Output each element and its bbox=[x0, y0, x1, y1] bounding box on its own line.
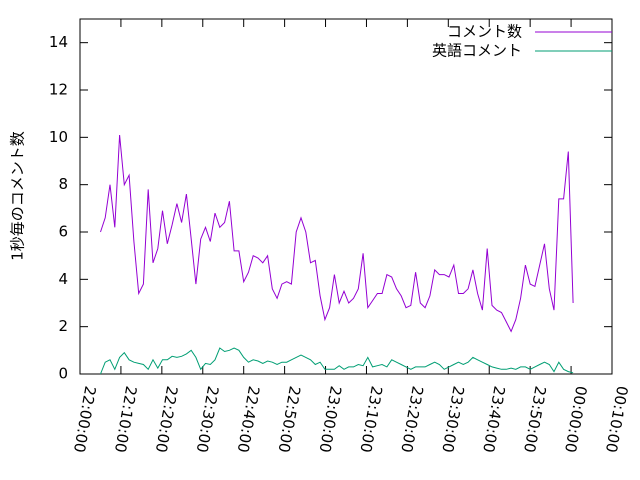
legend-label: 英語コメント bbox=[432, 42, 522, 60]
series-line bbox=[100, 134, 574, 333]
x-tick-label: 00:10:00 bbox=[602, 385, 631, 454]
x-tick-label: 23:50:00 bbox=[520, 385, 549, 454]
y-axis-label: 1秒毎のコメント数 bbox=[9, 131, 27, 261]
legend-label: コメント数 bbox=[447, 23, 522, 41]
x-tick-label: 00:00:00 bbox=[561, 385, 590, 454]
x-tick-label: 23:40:00 bbox=[479, 385, 508, 454]
y-tick-label: 0 bbox=[58, 365, 68, 383]
x-tick-label: 22:20:00 bbox=[152, 385, 181, 454]
x-tick-label: 22:40:00 bbox=[234, 385, 263, 454]
plot-border bbox=[79, 18, 613, 375]
x-tick-label: 23:00:00 bbox=[315, 385, 344, 454]
x-tick-label: 23:10:00 bbox=[356, 385, 385, 454]
y-tick-label: 6 bbox=[58, 223, 68, 241]
y-tick-label: 4 bbox=[58, 270, 68, 288]
y-tick-label: 2 bbox=[58, 317, 68, 335]
x-tick-label: 22:10:00 bbox=[111, 385, 140, 454]
y-tick-label: 10 bbox=[49, 128, 68, 146]
x-tick-label: 23:30:00 bbox=[438, 385, 467, 454]
y-tick-label: 12 bbox=[49, 81, 68, 99]
x-tick-label: 22:30:00 bbox=[193, 385, 222, 454]
x-tick-label: 23:20:00 bbox=[397, 385, 426, 454]
y-tick-label: 14 bbox=[49, 33, 68, 51]
x-tick-label: 22:00:00 bbox=[70, 385, 99, 454]
y-tick-label: 8 bbox=[58, 175, 68, 193]
x-tick-label: 22:50:00 bbox=[275, 385, 304, 454]
series-line bbox=[100, 347, 574, 375]
